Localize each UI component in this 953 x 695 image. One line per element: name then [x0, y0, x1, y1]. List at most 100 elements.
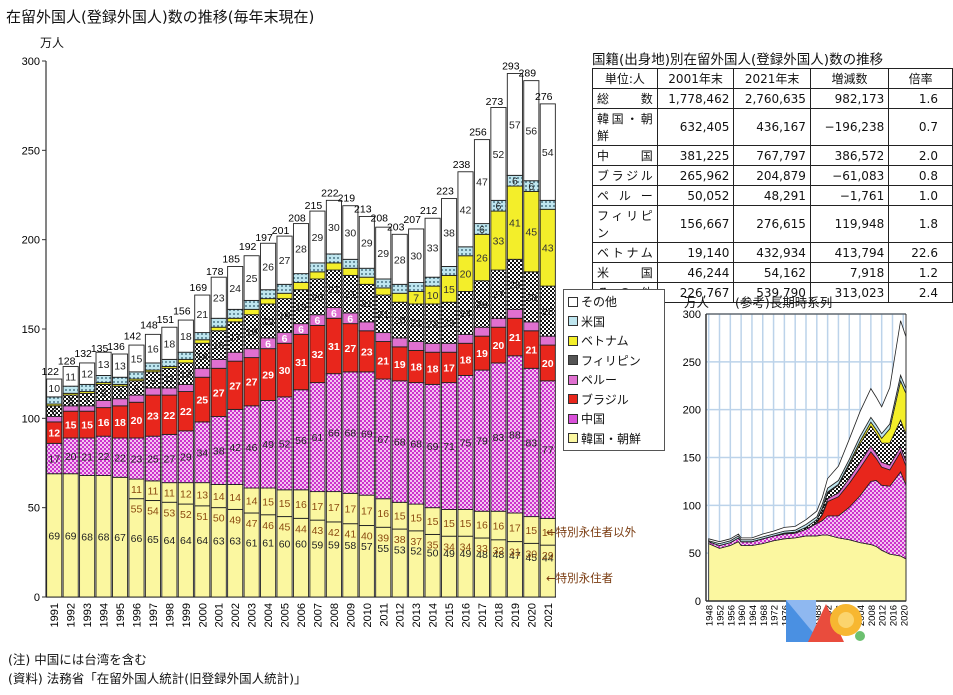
data-label-philippines: 21 [345, 289, 357, 301]
data-label-brazil: 17 [443, 362, 455, 374]
total-label: 222 [321, 187, 339, 199]
bar-segment-other [95, 351, 112, 376]
x-tick-label: 2012 [395, 603, 407, 627]
x-tick-label: 1993 [82, 603, 94, 627]
data-label-korea: 60 [279, 538, 291, 550]
table-cell: 982,173 [809, 88, 890, 109]
data-label-china: 56 [295, 435, 307, 447]
total-label: 128 [58, 355, 76, 367]
y-tick-label: 200 [22, 235, 40, 247]
long-x-tick-label: 1988 [813, 605, 824, 626]
legend-swatch [568, 413, 578, 424]
data-label-peru: 6 [347, 313, 353, 325]
bar-segment-peru [391, 337, 408, 348]
chart-title: 在留外国人(登録外国人)数の推移(毎年末現在) [6, 8, 315, 26]
bar-segment-usa [441, 266, 458, 276]
row-label: 中国 [592, 145, 658, 166]
table-cell: −1,761 [809, 185, 890, 206]
bar-segment-usa [260, 289, 277, 300]
data-label-china: 69 [361, 429, 373, 441]
table-cell: 46,244 [656, 262, 735, 283]
table-cell: 2.4 [888, 282, 953, 303]
long-x-tick-label: 1968 [759, 605, 770, 626]
data-label-special-permanent: 39 [377, 532, 389, 544]
data-label-korea: 64 [180, 535, 192, 547]
legend-label: ベトナム [581, 334, 629, 349]
data-label-china: 61 [312, 432, 324, 444]
data-label-china: 69 [427, 441, 439, 453]
data-label-special-permanent: 29 [542, 550, 554, 562]
data-label-philippines: 9 [101, 387, 107, 399]
table-row: ベトナム 19,140 432,934 413,794 22.6 [592, 242, 953, 263]
bar-segment-other [210, 276, 227, 319]
data-label-brazil: 22 [164, 410, 176, 422]
bar-segment-other [194, 294, 211, 334]
table-cell: 1.0 [888, 185, 953, 206]
bar-segment-usa [457, 246, 474, 257]
bar-segment-other [292, 223, 310, 275]
x-tick-label: 2007 [312, 603, 324, 627]
x-tick-label: 2020 [526, 603, 538, 627]
data-label-other: 30 [345, 228, 357, 240]
data-label-peru: 6 [315, 315, 321, 327]
x-tick-label: 2016 [461, 603, 473, 627]
data-label-china: 38 [213, 445, 225, 457]
data-label-non-special: 14 [542, 527, 554, 539]
x-tick-label: 2000 [197, 603, 209, 627]
data-label-philippines: 21 [361, 298, 373, 310]
bar-segment-peru [144, 387, 161, 396]
row-label: 総数 [592, 88, 658, 109]
long-term-chart-title: 万人 (参考)長期時系列 [684, 292, 832, 311]
bar-segment-usa [325, 253, 342, 264]
data-label-china: 34 [196, 447, 208, 459]
bar-segment-other [408, 228, 425, 283]
data-label-usa: 6 [479, 224, 485, 236]
table-row: 米国 46,244 54,162 7,918 1.2 [592, 262, 953, 283]
note-taiwan: (注) 中国には台湾を含む [8, 652, 147, 667]
legend-swatch [568, 335, 578, 346]
bar-segment-peru [177, 383, 194, 392]
data-label-korea: 64 [196, 535, 208, 547]
data-label-philippines: 21 [328, 284, 340, 296]
legend-swatch [568, 355, 578, 366]
x-tick-label: 2009 [345, 603, 357, 627]
data-label-brazil: 31 [328, 341, 340, 353]
bar-segment-usa [144, 362, 161, 371]
data-label-non-special: 14 [246, 496, 258, 508]
data-label-philippines: 8 [134, 383, 140, 395]
data-label-special-permanent: 30 [525, 548, 537, 560]
data-label-korea: 68 [98, 531, 110, 543]
total-label: 203 [387, 221, 405, 233]
data-label-other: 57 [509, 119, 521, 131]
table-cell: −61,083 [809, 165, 890, 186]
data-label-china: 83 [525, 437, 537, 449]
table-cell: 2.0 [888, 145, 953, 166]
bar-segment-peru [79, 405, 96, 412]
data-label-other: 29 [377, 248, 389, 260]
bar-segment-other [177, 319, 194, 353]
total-label: 132 [74, 348, 92, 360]
data-label-china: 83 [493, 432, 505, 444]
data-label-philippines: 21 [410, 318, 422, 330]
total-label: 273 [486, 96, 504, 108]
total-label: 135 [91, 343, 109, 355]
data-label-special-permanent: 54 [147, 506, 159, 518]
bar-segment-peru [539, 335, 556, 346]
table-cell: 204,879 [733, 165, 811, 186]
data-label-brazil: 29 [262, 370, 274, 382]
data-label-non-special: 17 [312, 501, 324, 513]
long-y-tick-label: 200 [683, 405, 701, 417]
data-label-vietnam: 26 [476, 253, 488, 265]
bar-segment-vietnam [325, 262, 342, 271]
table-cell: 432,934 [733, 242, 811, 263]
long-x-tick-label: 1948 [705, 605, 716, 626]
bar-segment-other [490, 107, 507, 201]
data-label-china: 25 [147, 454, 159, 466]
bar-segment-peru [112, 398, 129, 407]
bar-segment-other [46, 378, 63, 398]
x-tick-label: 2010 [362, 603, 374, 627]
total-label: 201 [272, 225, 290, 237]
data-label-korea: 63 [229, 536, 241, 548]
data-label-other: 54 [542, 147, 554, 159]
long-x-tick-label: 2004 [856, 605, 867, 626]
